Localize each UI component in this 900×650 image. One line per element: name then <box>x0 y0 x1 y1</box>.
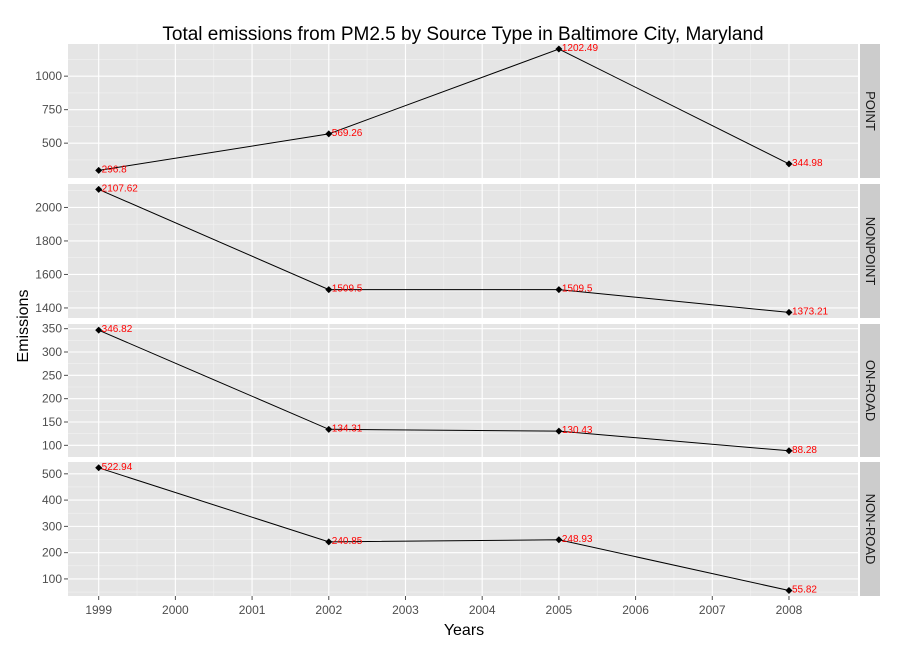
data-label: 1202.49 <box>562 43 599 54</box>
y-tick-label: 200 <box>42 546 62 560</box>
x-tick-label: 2004 <box>469 603 496 617</box>
y-tick-label: 150 <box>42 415 62 429</box>
data-point <box>325 425 333 433</box>
data-label: 248.93 <box>562 534 593 545</box>
y-tick-label: 750 <box>42 103 62 117</box>
panel-background <box>68 462 858 596</box>
facet-panel-nonpoint: 1400 1600 1800 2000 2107.62 1509.5 1509.5 1373.… <box>35 183 880 318</box>
data-label: 1373.21 <box>792 306 829 317</box>
panel-background <box>68 184 858 318</box>
data-point <box>785 587 793 595</box>
series-line-non-road <box>98 467 790 591</box>
y-tick-label: 300 <box>42 345 62 359</box>
data-point <box>555 427 563 435</box>
x-tick-label: 2000 <box>162 603 189 617</box>
data-point <box>785 160 793 168</box>
series-line-on-road <box>98 329 790 452</box>
y-tick-label: 500 <box>42 136 62 150</box>
data-label: 344.98 <box>792 158 823 169</box>
y-tick-label: 300 <box>42 519 62 533</box>
data-point <box>95 166 103 174</box>
facet-strip-label: ON-ROAD <box>863 360 878 421</box>
data-point <box>325 130 333 138</box>
y-tick-label: 1400 <box>35 301 62 315</box>
data-point <box>325 286 333 294</box>
x-axis-title: Years <box>444 622 484 639</box>
series-line-nonpoint <box>98 188 790 313</box>
y-tick-label: 1800 <box>35 234 62 248</box>
facet-strip <box>860 324 880 457</box>
data-point <box>325 538 333 546</box>
chart-title: Total emissions from PM2.5 by Source Typ… <box>162 24 763 45</box>
y-axis-title: Emissions <box>15 290 32 363</box>
x-tick-label: 1999 <box>85 603 112 617</box>
y-tick-label: 2000 <box>35 200 62 214</box>
facet-panel-point: 500 750 1000 296.8 569.26 1202.49 344.98 POINT <box>35 43 880 178</box>
data-label: 134.31 <box>332 423 363 434</box>
x-tick-label: 2005 <box>546 603 573 617</box>
facet-strip-label: POINT <box>863 91 878 131</box>
data-point <box>95 464 103 472</box>
data-label: 346.82 <box>102 324 133 335</box>
y-tick-label: 1600 <box>35 267 62 281</box>
facet-panel-non-road: 100 200 300 400 500 522.94 240.85 248.93 55.82 NO… <box>42 462 880 596</box>
data-point <box>95 185 103 193</box>
data-label: 1509.5 <box>562 284 593 295</box>
facet-panel-on-road: 100 150 200 250 300 350 346.82 134.31 130.43 88.2… <box>42 322 880 457</box>
series-line-point <box>98 48 790 171</box>
panel-background <box>68 44 858 178</box>
y-tick-label: 250 <box>42 368 62 382</box>
data-label: 88.28 <box>792 445 817 456</box>
y-tick-label: 500 <box>42 467 62 481</box>
x-tick-label: 2001 <box>239 603 266 617</box>
facet-strip-label: NON-ROAD <box>863 494 878 565</box>
facet-strip-label: NONPOINT <box>863 217 878 286</box>
x-axis: 1999 2000 2001 2002 2003 2004 2005 2006 2007 2008 <box>85 596 803 617</box>
x-tick-label: 2006 <box>622 603 649 617</box>
data-point <box>785 308 793 316</box>
y-tick-label: 200 <box>42 392 62 406</box>
panel-background <box>68 324 858 457</box>
x-tick-label: 2002 <box>315 603 342 617</box>
y-tick-label: 400 <box>42 493 62 507</box>
x-tick-label: 2007 <box>699 603 726 617</box>
data-point <box>785 447 793 455</box>
data-label: 55.82 <box>792 585 817 596</box>
y-tick-label: 350 <box>42 322 62 336</box>
data-point <box>555 536 563 544</box>
data-point <box>555 45 563 53</box>
facet-strip <box>860 44 880 178</box>
data-point <box>95 326 103 334</box>
data-label: 522.94 <box>102 462 133 473</box>
data-label: 130.43 <box>562 425 593 436</box>
data-label: 296.8 <box>102 164 127 175</box>
y-tick-label: 100 <box>42 572 62 586</box>
data-point <box>555 286 563 294</box>
y-tick-label: 100 <box>42 438 62 452</box>
x-tick-label: 2008 <box>776 603 803 617</box>
facet-strip <box>860 462 880 596</box>
x-tick-label: 2003 <box>392 603 419 617</box>
facet-strip <box>860 184 880 318</box>
data-label: 1509.5 <box>332 284 363 295</box>
facet-panels: 500 750 1000 296.8 569.26 1202.49 344.98 POINT 1… <box>35 43 880 596</box>
data-label: 240.85 <box>332 536 363 547</box>
data-label: 569.26 <box>332 128 363 139</box>
data-label: 2107.62 <box>102 183 139 194</box>
y-tick-label: 1000 <box>35 69 62 83</box>
